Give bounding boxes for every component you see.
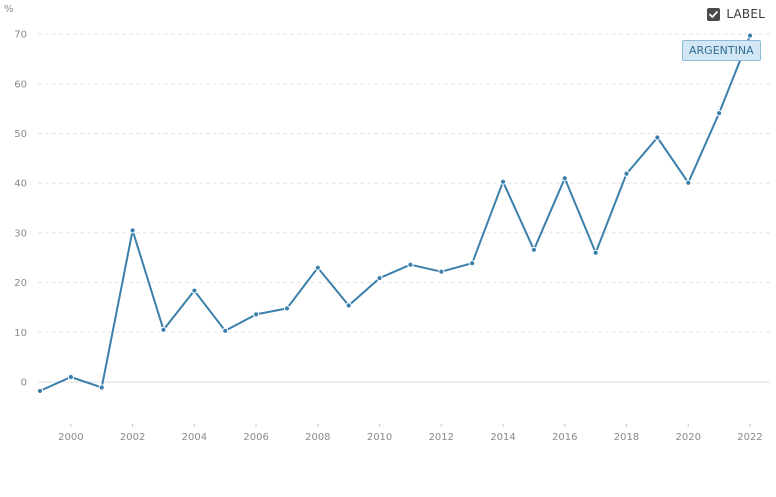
data-point[interactable]	[222, 327, 229, 334]
y-tick-label: 0	[21, 378, 27, 389]
data-point[interactable]	[469, 260, 476, 267]
y-tick-label: 20	[14, 278, 27, 289]
data-point[interactable]	[407, 261, 414, 268]
data-point[interactable]	[438, 268, 445, 275]
y-tick-label: 30	[14, 228, 27, 239]
data-point[interactable]	[592, 249, 599, 256]
x-axis: 2000 2002 2004 2006 2008 2010 2012 2014 2016 2018…	[58, 424, 763, 443]
y-axis: 0 10 20 30 40 50 60 70	[14, 30, 27, 389]
data-point[interactable]	[623, 170, 630, 177]
data-point[interactable]	[252, 311, 260, 318]
x-tick-label: 2008	[305, 432, 330, 443]
data-point[interactable]	[314, 264, 321, 271]
data-point[interactable]	[685, 179, 692, 186]
data-point[interactable]	[191, 287, 198, 294]
label-toggle[interactable]: LABEL	[707, 7, 765, 21]
data-point[interactable]	[160, 326, 167, 333]
x-tick-label: 2006	[243, 432, 268, 443]
x-tick-label: 2000	[58, 432, 83, 443]
series-argentina[interactable]	[36, 32, 754, 395]
x-tick-label: 2018	[614, 432, 639, 443]
x-tick-label: 2004	[182, 432, 207, 443]
x-tick-label: 2012	[429, 432, 454, 443]
y-tick-label: 10	[14, 328, 27, 339]
x-tick-label: 2014	[490, 432, 515, 443]
data-point[interactable]	[746, 32, 754, 39]
x-tick-label: 2010	[367, 432, 392, 443]
x-tick-label: 2002	[120, 432, 145, 443]
x-tick-label: 2020	[676, 432, 701, 443]
checkmark-icon[interactable]	[707, 7, 721, 21]
data-point[interactable]	[129, 227, 136, 234]
data-point[interactable]	[716, 110, 723, 117]
y-tick-label: 40	[14, 179, 27, 190]
label-toggle-text: LABEL	[726, 7, 765, 21]
data-point[interactable]	[345, 302, 352, 309]
x-tick-label: 2016	[552, 432, 577, 443]
data-point[interactable]	[36, 387, 44, 395]
series-label-argentina: ARGENTINA	[682, 40, 761, 61]
data-point[interactable]	[283, 305, 291, 312]
y-tick-label: 60	[14, 79, 27, 90]
data-point[interactable]	[499, 178, 507, 185]
data-point[interactable]	[654, 134, 661, 141]
y-tick-label: 50	[14, 129, 27, 140]
data-point[interactable]	[561, 175, 568, 182]
data-point[interactable]	[530, 246, 538, 253]
x-tick-label: 2022	[737, 432, 762, 443]
gridlines	[38, 33, 770, 383]
data-point[interactable]	[98, 384, 105, 391]
y-tick-label: 70	[14, 30, 27, 41]
series-line[interactable]	[39, 34, 751, 392]
data-point[interactable]	[376, 275, 383, 282]
y-axis-unit: %	[4, 4, 14, 15]
data-point[interactable]	[67, 373, 74, 381]
